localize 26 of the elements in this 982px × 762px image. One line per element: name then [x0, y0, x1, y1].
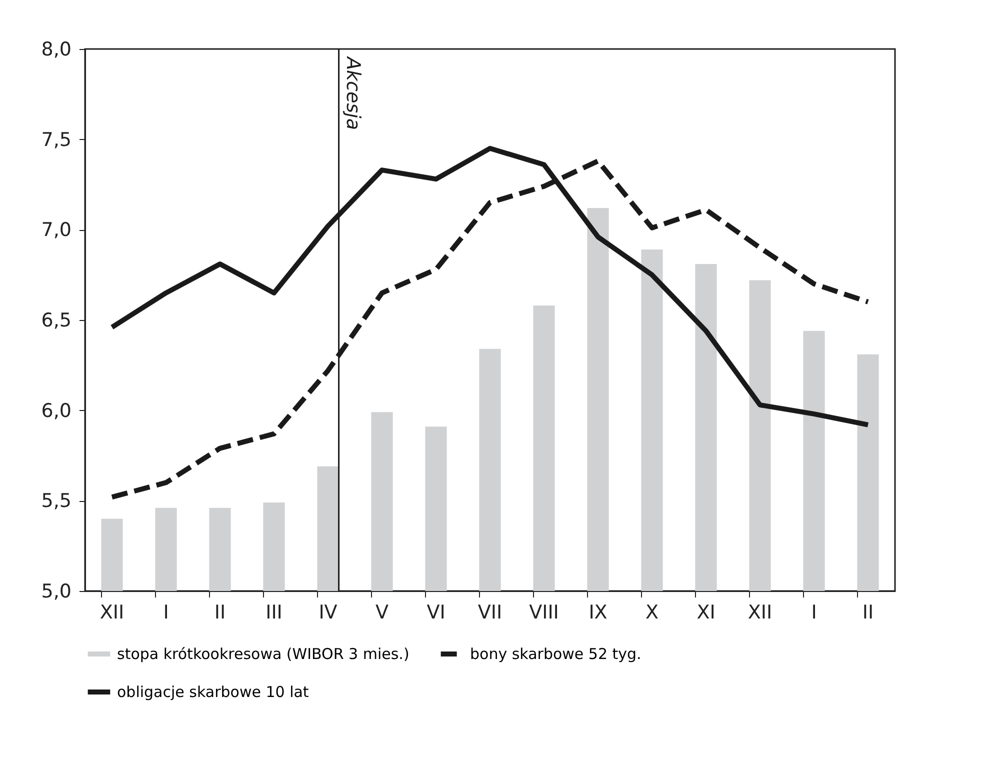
x-tick-label: I [811, 602, 817, 624]
y-tick-label: 5,5 [41, 490, 72, 512]
x-tick-label: II [214, 602, 226, 624]
legend-label: stopa krótkookresowa (WIBOR 3 mies.) [117, 645, 410, 663]
y-tick-label: 5,0 [41, 580, 72, 602]
y-tick-label: 6,0 [41, 400, 72, 422]
x-tick-label: V [376, 602, 388, 624]
y-tick-label: 6,5 [41, 310, 72, 332]
x-tick-label: I [163, 602, 169, 624]
y-tick-label: 7,0 [41, 219, 72, 242]
x-tick-label: III [266, 602, 282, 624]
x-tick-label: VIII [529, 602, 559, 624]
x-tick-label: VII [478, 602, 502, 624]
x-tick-label: II [862, 602, 874, 624]
x-tick-label: XII [748, 602, 772, 624]
x-tick-label: XI [696, 602, 716, 624]
x-tick-label: IX [588, 602, 608, 624]
legend-label: bony skarbowe 52 tyg. [470, 645, 642, 663]
legend-label: obligacje skarbowe 10 lat [117, 683, 309, 701]
y-tick-label: 8,0 [41, 38, 72, 60]
x-tick-label: VI [426, 602, 446, 624]
x-tick-label: IV [318, 602, 338, 624]
y-tick-label: 7,5 [41, 128, 72, 151]
ref-line-label: Akcesja [342, 55, 364, 130]
x-tick-label: X [645, 602, 659, 624]
x-tick-label: XII [100, 602, 124, 624]
